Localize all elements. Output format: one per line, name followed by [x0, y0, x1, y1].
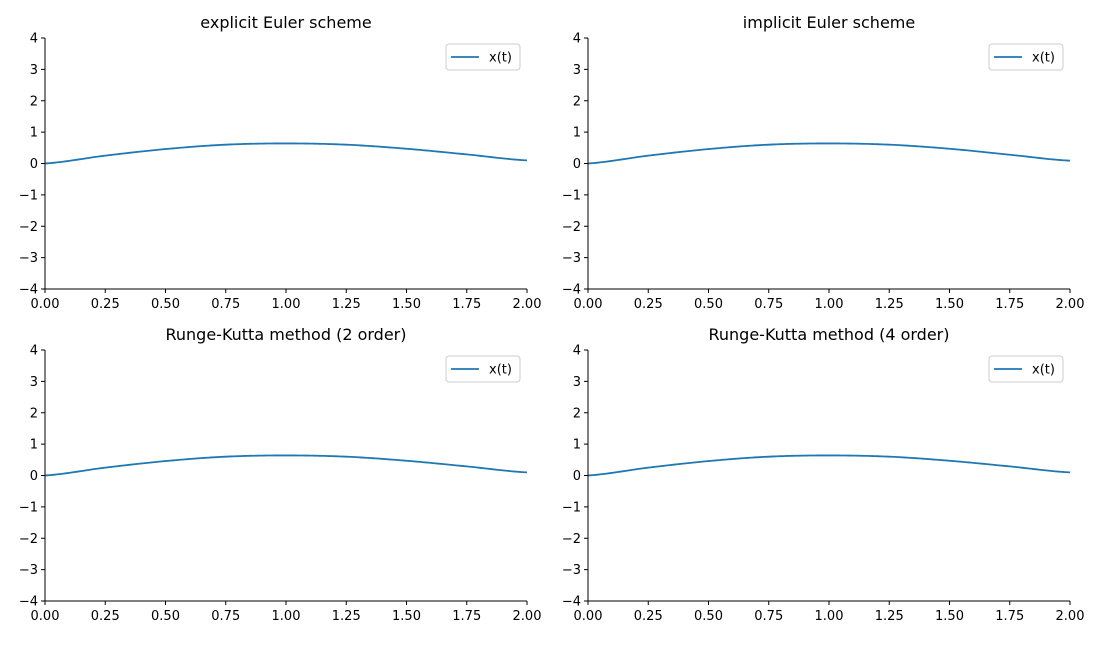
x-tick-label: 0.25 [91, 609, 120, 624]
y-tick-label: 1 [30, 126, 38, 141]
legend-label: x(t) [489, 363, 512, 378]
subplot-2: implicit Euler scheme 0.00 0.25 0.50 0.75 1.0… [562, 13, 1085, 312]
x-tick-label: 0.25 [634, 609, 663, 624]
x-tick-label: 0.25 [91, 297, 120, 312]
legend-box [988, 43, 1064, 71]
y-tick-label: −4 [19, 283, 38, 298]
y-tick-label: −4 [19, 595, 38, 610]
legend: x(t) [988, 43, 1064, 71]
y-tick-label: 4 [30, 344, 38, 359]
x-tick-label: 1.75 [995, 297, 1024, 312]
y-tick-label: 3 [573, 375, 581, 390]
y-tick-label: 2 [573, 406, 581, 421]
y-tick-label: 3 [30, 375, 38, 390]
x-tick-label: 1.25 [875, 297, 904, 312]
x-tick-label: 2.00 [513, 297, 542, 312]
y-tick-label: −3 [19, 563, 38, 578]
x-tick-label: 1.50 [392, 297, 421, 312]
x-tick-label: 0.00 [574, 609, 603, 624]
y-tick-label: −2 [19, 220, 38, 235]
x-tick-label: 2.00 [513, 609, 542, 624]
y-tick-label: −4 [562, 283, 581, 298]
x-tick-label: 0.50 [694, 297, 723, 312]
y-tick-label: −3 [562, 563, 581, 578]
y-tick-label: 3 [30, 63, 38, 78]
y-tick-label: 0 [30, 469, 38, 484]
x-tick-label: 0.00 [31, 609, 60, 624]
y-tick-label: 4 [30, 32, 38, 47]
x-tick-label: 1.50 [935, 609, 964, 624]
y-tick-label: −1 [19, 188, 38, 203]
subplot-title: explicit Euler scheme [200, 13, 371, 32]
y-tick-label: 2 [30, 94, 38, 109]
y-tick-label: 1 [30, 438, 38, 453]
series-line-1 [587, 454, 1071, 477]
x-tick-label: 0.50 [694, 609, 723, 624]
x-tick-label: 1.50 [935, 297, 964, 312]
x-tick-label: 1.25 [332, 609, 361, 624]
y-tick-label: 0 [573, 157, 581, 172]
x-tick-label: 1.00 [815, 297, 844, 312]
legend: x(t) [445, 43, 521, 71]
legend: x(t) [445, 355, 521, 383]
y-tick-label: −2 [19, 532, 38, 547]
y-tick-label: 0 [30, 157, 38, 172]
x-tick-label: 0.75 [754, 297, 783, 312]
y-tick-label: 1 [573, 126, 581, 141]
y-tick-label: 4 [573, 344, 581, 359]
y-tick-label: −1 [19, 500, 38, 515]
x-tick-label: 0.75 [754, 609, 783, 624]
y-tick-label: −2 [562, 220, 581, 235]
legend-box [988, 355, 1064, 383]
x-tick-label: 2.00 [1056, 297, 1085, 312]
series-line-1 [587, 142, 1071, 165]
x-tick-label: 1.00 [815, 609, 844, 624]
x-tick-label: 0.25 [634, 297, 663, 312]
y-tick-label: 2 [30, 406, 38, 421]
x-tick-label: 1.75 [452, 609, 481, 624]
x-tick-label: 1.25 [875, 609, 904, 624]
legend-label: x(t) [1032, 363, 1055, 378]
subplot-4: Runge-Kutta method (4 order) 0.00 0.25 0.50… [562, 325, 1085, 624]
y-tick-label: −1 [562, 188, 581, 203]
x-tick-label: 1.50 [392, 609, 421, 624]
series-line-1 [44, 142, 528, 165]
subplot-title: implicit Euler scheme [743, 13, 915, 32]
y-tick-label: 2 [573, 94, 581, 109]
legend-box [445, 355, 521, 383]
y-tick-label: −3 [562, 251, 581, 266]
x-tick-label: 1.00 [272, 609, 301, 624]
y-tick-label: −3 [19, 251, 38, 266]
x-tick-label: 2.00 [1056, 609, 1085, 624]
legend-label: x(t) [1032, 51, 1055, 66]
x-tick-label: 0.50 [151, 297, 180, 312]
x-tick-label: 0.00 [574, 297, 603, 312]
subplot-title: Runge-Kutta method (4 order) [708, 325, 949, 344]
x-tick-label: 0.50 [151, 609, 180, 624]
y-tick-label: 1 [573, 438, 581, 453]
y-tick-label: 0 [573, 469, 581, 484]
legend: x(t) [988, 355, 1064, 383]
y-tick-label: −2 [562, 532, 581, 547]
subplot-3: Runge-Kutta method (2 order) 0.00 0.25 0.50… [19, 325, 542, 624]
x-tick-label: 0.75 [211, 609, 240, 624]
legend-label: x(t) [489, 51, 512, 66]
subplot-1: explicit Euler scheme 0.00 0.25 0.50 0.75 1.0… [19, 13, 542, 312]
subplot-title: Runge-Kutta method (2 order) [165, 325, 406, 344]
x-tick-label: 0.75 [211, 297, 240, 312]
y-tick-label: 4 [573, 32, 581, 47]
x-tick-label: 1.75 [452, 297, 481, 312]
legend-box [445, 43, 521, 71]
y-tick-label: −1 [562, 500, 581, 515]
x-tick-label: 1.00 [272, 297, 301, 312]
y-tick-label: −4 [562, 595, 581, 610]
x-tick-label: 1.25 [332, 297, 361, 312]
x-tick-label: 0.00 [31, 297, 60, 312]
y-tick-label: 3 [573, 63, 581, 78]
series-line-1 [44, 454, 528, 477]
x-tick-label: 1.75 [995, 609, 1024, 624]
